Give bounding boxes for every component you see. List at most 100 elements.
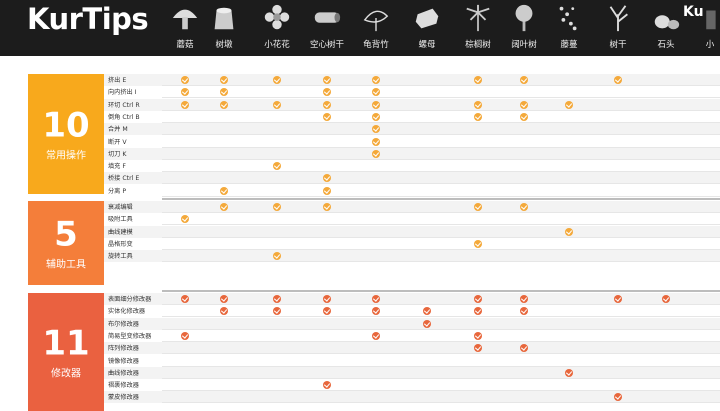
check-icon [220,76,228,84]
table-row: 吸附工具 [104,213,720,226]
check-icon [614,295,622,303]
hollow-log-icon [314,12,341,23]
section-divider [162,198,720,200]
row-divider [162,390,720,392]
row-label: 环切 Ctrl R [108,101,140,109]
row-label: 曲线修改器 [108,369,139,377]
nut-icon [415,8,439,29]
table-row: 曲线建模 [104,225,720,238]
check-icon [372,112,380,121]
check-icon [474,307,482,316]
check-icon [372,295,380,303]
row-divider [162,248,720,250]
table-row: 褶裹修改器 [104,379,720,392]
row-divider [162,224,720,226]
table-row: 实体化修改器 [104,305,720,318]
column-label: 空心树干 [309,40,344,50]
check-icon [323,174,331,183]
check-icon [474,239,482,248]
row-label: 填充 F [108,163,126,171]
check-icon [323,307,331,316]
check-icon [323,203,331,211]
check-icon [474,295,482,303]
table-row: 曲线修改器 [104,366,720,379]
column-label: 树干 [609,40,627,50]
check-icon [520,76,528,84]
column-label: 阔叶树 [511,40,537,50]
check-icon [520,344,528,353]
check-icon [181,331,189,340]
check-icon [220,88,228,97]
check-icon [220,186,228,195]
column-label: 棕榈树 [465,40,491,50]
section-name: 常用操作 [46,150,86,162]
table-row: 阵列修改器 [104,342,720,355]
column-label: 小花花 [264,40,290,50]
check-icon [181,295,189,303]
row-label: 合并 M [108,126,128,134]
row-label: 旋转工具 [108,253,133,261]
partial-icon [706,10,716,30]
stump-icon [214,7,234,30]
row-label: 简易型变修改器 [108,332,152,340]
section-divider [162,290,720,292]
column-label: 龟背竹 [363,40,389,50]
check-icon [520,307,528,316]
table-row: 旋转工具 [104,250,720,263]
row-divider [162,183,720,185]
feature-matrix: 10 常用操作 挤出 E 向内挤出 I 环切 Ctrl R 倒角 Ctrl B 合并 M 断开… [0,56,720,411]
row-divider [162,365,720,367]
column-label: 树墩 [215,40,233,50]
app-logo: KurTips [27,2,149,36]
check-icon [520,203,528,211]
table-row: 简易型变修改器 [104,330,720,342]
check-icon [372,149,380,158]
row-divider [162,85,720,86]
row-divider [162,97,720,99]
check-icon [372,125,380,134]
check-icon [474,203,482,211]
row-label: 表面细分修改器 [108,296,152,303]
section-block-1: 5 辅助工具 [28,201,104,285]
table-row: 蒙皮修改器 [104,391,720,404]
table-row: 倒角 Ctrl B [104,111,720,123]
column-label: 螺母 [418,40,436,50]
check-icon [423,307,431,316]
check-icon [220,203,228,211]
row-label: 断开 V [108,138,127,146]
row-label: 倒角 Ctrl B [108,113,140,121]
check-icon [220,307,228,316]
check-icon [520,100,528,109]
check-icon [181,100,189,109]
row-divider [162,304,720,305]
section-name: 辅助工具 [46,259,86,271]
tree-trunk-icon [609,5,628,32]
check-icon [181,76,189,84]
check-icon [372,307,380,316]
row-divider [162,328,720,330]
check-icon [423,319,431,328]
table-row: 衰减编辑 [104,201,720,213]
section-count: 11 [42,323,90,364]
check-icon [323,186,331,195]
section-count: 5 [54,214,78,255]
row-divider [162,340,720,342]
table-row: 切刀 K [104,147,720,160]
section-block-2: 11 修改器 [28,293,104,411]
vine-icon [559,6,577,31]
row-label: 晶格形变 [108,240,133,248]
check-icon [323,112,331,121]
row-divider [162,212,720,213]
check-icon [323,381,331,390]
table-row: 分离 P [104,185,720,197]
header-bar: KurTips 蘑菇 树墩 小花花 空心树干 龟背竹 螺母 棕榈树 阔叶树 藤蔓 树干 石头 小 Ku [0,0,720,56]
column-header-11: 小 [687,0,720,56]
row-label: 切刀 K [108,150,127,158]
check-icon [520,295,528,303]
row-divider [162,158,720,160]
check-icon [565,227,573,236]
check-icon [474,112,482,121]
column-header-9: 树干 [595,0,641,56]
row-label: 吸附工具 [108,216,133,224]
check-icon [220,100,228,109]
